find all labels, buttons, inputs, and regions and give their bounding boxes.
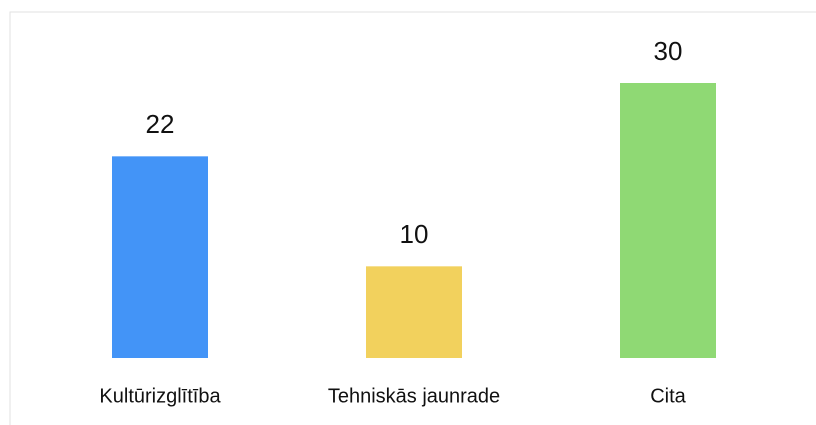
category-label: Tehniskās jaunrade bbox=[328, 385, 500, 407]
bar bbox=[112, 156, 208, 358]
category-label: Cita bbox=[650, 385, 686, 407]
value-label: 22 bbox=[146, 109, 175, 139]
bar bbox=[620, 83, 716, 358]
bar bbox=[366, 266, 462, 358]
value-label: 30 bbox=[654, 36, 683, 66]
category-label: Kultūrizglītība bbox=[99, 385, 221, 407]
value-label: 10 bbox=[400, 219, 429, 249]
